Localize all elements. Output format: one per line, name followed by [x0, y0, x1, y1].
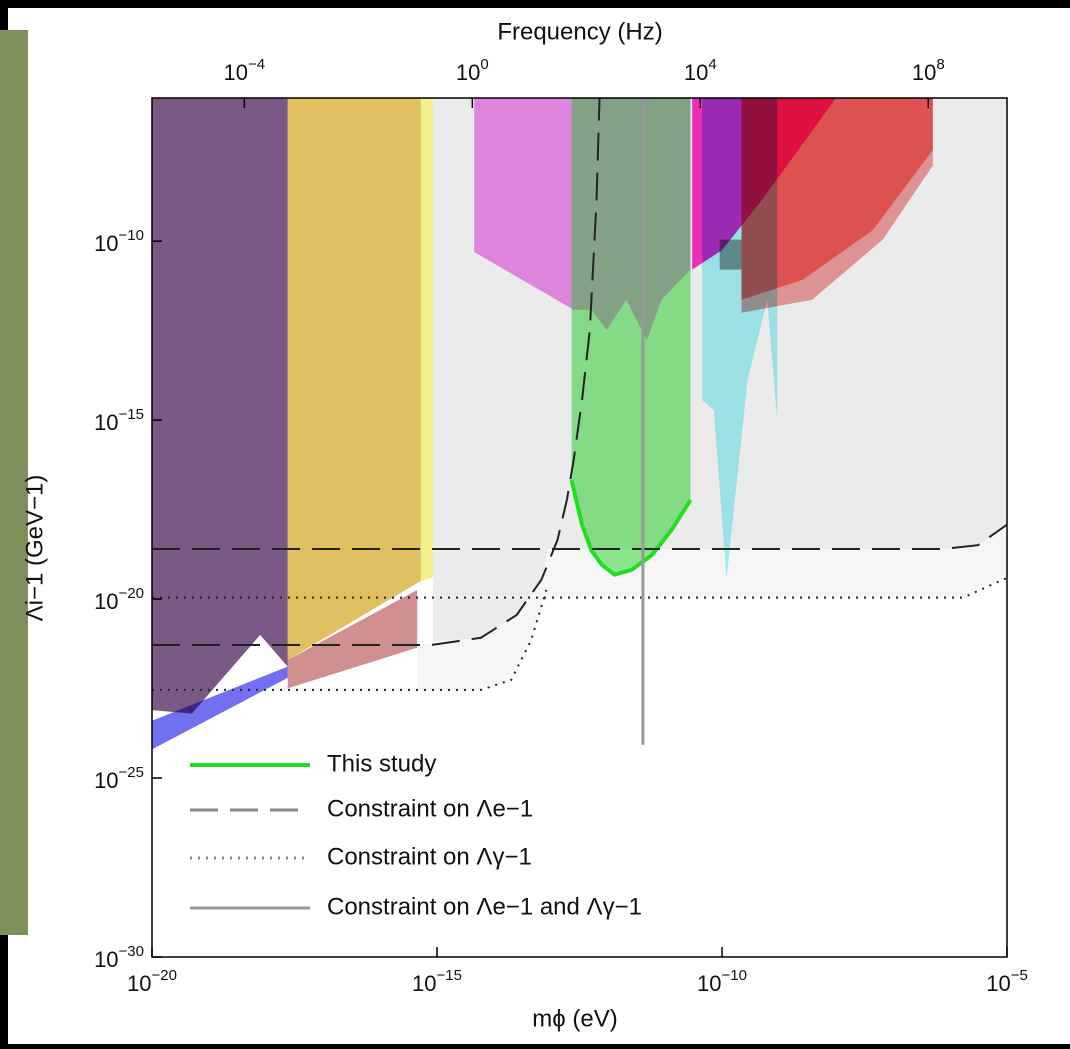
x2-tick-label: 104	[684, 56, 717, 85]
y-tick-label: 10−15	[94, 406, 144, 435]
top-axis-title: Frequency (Hz)	[497, 18, 662, 45]
x-tick-label: 10−10	[697, 967, 747, 996]
x2-tick-label: 10−4	[224, 56, 266, 85]
exclusion-region	[719, 239, 742, 270]
y-tick-label: 10−20	[94, 585, 144, 614]
exclusion-region	[474, 98, 572, 309]
legend-label: This study	[327, 750, 436, 777]
series-line	[569, 479, 693, 577]
y-tick-label: 10−10	[94, 227, 144, 256]
x-tick-label: 10−15	[412, 967, 462, 996]
legend-label: Constraint on Λe−1 and Λγ−1	[327, 893, 642, 920]
legend-label: Constraint on Λe−1	[327, 795, 533, 822]
exclusion-region	[417, 524, 1007, 690]
series-line	[152, 98, 1007, 647]
exclusion-region	[741, 98, 933, 300]
x-axis-title: mϕ (eV)	[532, 1005, 617, 1032]
exclusion-region	[287, 98, 421, 660]
exclusion-region	[741, 150, 933, 313]
x2-tick-label: 108	[912, 56, 945, 85]
plot-layer	[152, 98, 1007, 750]
x-tick-label: 10−20	[127, 967, 177, 996]
exclusion-region	[152, 98, 288, 714]
series-line	[152, 577, 1007, 691]
plot-frame	[151, 97, 1008, 958]
plot-area	[151, 97, 1008, 958]
exclusion-region	[571, 98, 691, 341]
exclusion-region	[287, 589, 418, 689]
x-tick-label: 10−5	[986, 967, 1028, 996]
x2-tick-label: 100	[456, 56, 489, 85]
legend-label: Constraint on Λγ−1	[327, 843, 532, 870]
exclusion-region	[152, 666, 288, 750]
y-axis-title: Λi−1 (GeV−1)	[21, 475, 48, 622]
background-photo-strip	[0, 30, 28, 935]
y-tick-label: 10−25	[94, 764, 144, 793]
y-tick-label: 10−30	[94, 943, 144, 972]
exclusion-region	[420, 98, 433, 582]
